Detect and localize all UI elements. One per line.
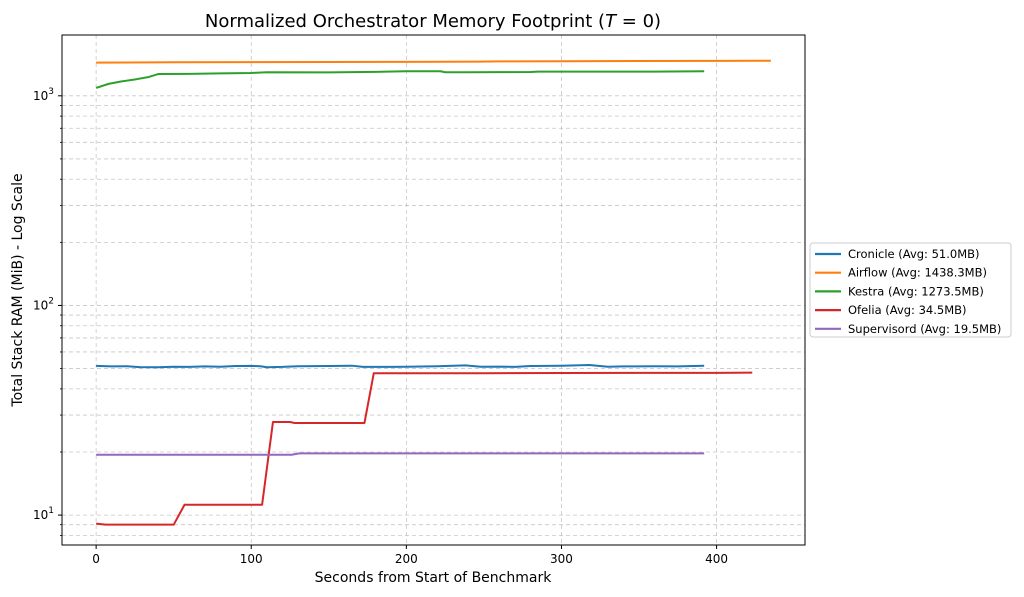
- x-tick-label: 400: [705, 552, 728, 566]
- y-tick-label: 101: [33, 506, 54, 522]
- series-line-4: [96, 452, 705, 456]
- x-tick-label: 0: [92, 552, 100, 566]
- legend-label-1: Airflow (Avg: 1438.3MB): [848, 266, 987, 280]
- series-line-2: [95, 70, 705, 89]
- series-line-0: [96, 363, 705, 369]
- y-tick-label: 102: [33, 296, 54, 312]
- legend-label-3: Ofelia (Avg: 34.5MB): [848, 303, 967, 317]
- title-variable: T: [605, 11, 618, 32]
- x-tick-label: 300: [550, 552, 573, 566]
- plot-frame: [61, 34, 806, 546]
- y-axis-label: Total Stack RAM (MiB) - Log Scale: [10, 173, 26, 407]
- legend-label-0: Cronicle (Avg: 51.0MB): [848, 247, 980, 261]
- legend-box: [809, 242, 1012, 338]
- x-tick-label: 100: [240, 552, 263, 566]
- y-tick-label: 103: [33, 87, 54, 103]
- x-tick-layer: 0 100 200 300 400: [92, 545, 728, 566]
- plot-grid: [62, 35, 805, 545]
- legend-label-4: Supervisord (Avg: 19.5MB): [848, 322, 1001, 336]
- y-tick-layer: 101 102 103: [33, 87, 62, 536]
- legend: Cronicle (Avg: 51.0MB) Airflow (Avg: 1438…: [809, 242, 1012, 338]
- title-suffix: = 0): [616, 11, 661, 32]
- x-tick-label: 200: [395, 552, 418, 566]
- series-line-3: [96, 371, 753, 526]
- chart-title: Normalized Orchestrator Memory Footprint…: [205, 11, 661, 32]
- plot-series: [95, 59, 771, 526]
- series-line-1: [96, 59, 771, 64]
- x-axis-label: Seconds from Start of Benchmark: [315, 570, 553, 586]
- legend-label-2: Kestra (Avg: 1273.5MB): [848, 284, 984, 298]
